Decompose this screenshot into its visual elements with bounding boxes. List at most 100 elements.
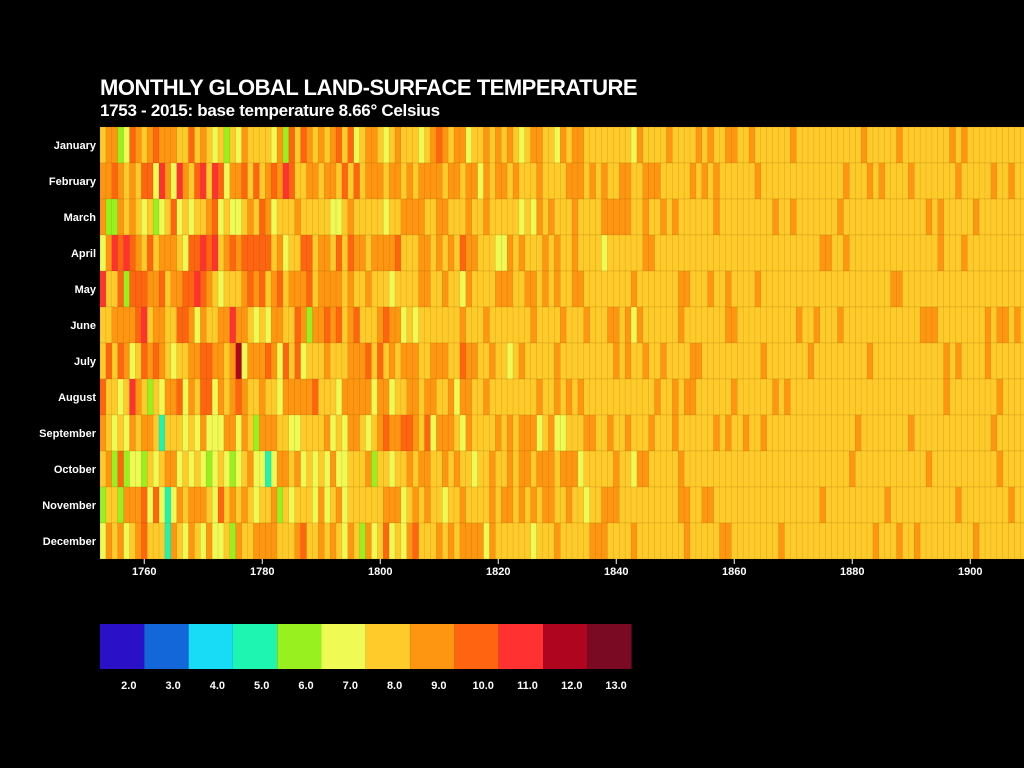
heatmap-cell	[849, 342, 856, 380]
heatmap-cell	[247, 198, 255, 236]
heatmap-cell	[512, 126, 520, 164]
heatmap-cell	[524, 486, 532, 524]
heatmap-cell	[371, 198, 378, 236]
heatmap-cell	[866, 378, 874, 416]
heatmap-cell	[719, 198, 727, 236]
heatmap-cell	[1014, 450, 1022, 488]
heatmap-cell	[341, 306, 349, 344]
heatmap-cell	[778, 486, 786, 524]
heatmap-cell	[105, 522, 113, 560]
heatmap-cell	[524, 234, 532, 272]
heatmap-cell	[636, 378, 644, 416]
heatmap-cell	[176, 198, 184, 236]
heatmap-cell	[436, 234, 443, 272]
heatmap-cell	[660, 234, 668, 272]
heatmap-cell	[554, 270, 561, 308]
heatmap-cell	[530, 486, 538, 524]
heatmap-cell	[931, 306, 939, 344]
heatmap-cell	[453, 342, 461, 380]
heatmap-cell	[536, 234, 544, 272]
heatmap-cell	[813, 450, 821, 488]
heatmap-cell	[689, 450, 697, 488]
heatmap-cell	[619, 162, 626, 200]
heatmap-cell	[259, 126, 266, 164]
heatmap-cell	[636, 198, 644, 236]
heatmap-cell	[477, 306, 485, 344]
heatmap-cell	[259, 342, 266, 380]
heatmap-cell	[560, 414, 567, 452]
heatmap-cell	[654, 486, 662, 524]
heatmap-cell	[294, 378, 302, 416]
heatmap-cell	[813, 306, 821, 344]
heatmap-cell	[548, 126, 555, 164]
heatmap-cell	[430, 342, 437, 380]
year-label: 1880	[840, 566, 864, 578]
heatmap-cell	[707, 378, 715, 416]
heatmap-cell	[908, 270, 915, 308]
heatmap-cell	[194, 450, 201, 488]
heatmap-cell	[984, 126, 992, 164]
heatmap-cell	[813, 126, 821, 164]
legend-swatch	[587, 624, 632, 669]
heatmap-cell	[501, 306, 508, 344]
heatmap-cell	[542, 162, 550, 200]
heatmap-cell	[784, 270, 791, 308]
heatmap-cell	[524, 198, 532, 236]
heatmap-cell	[164, 450, 172, 488]
heatmap-cell	[595, 414, 603, 452]
heatmap-cell	[678, 306, 685, 344]
heatmap-cell	[636, 342, 644, 380]
heatmap-cell	[495, 378, 502, 416]
heatmap-cell	[170, 378, 178, 416]
heatmap-cell	[630, 270, 638, 308]
heatmap-cell	[772, 486, 780, 524]
heatmap-cell	[571, 378, 579, 416]
heatmap-cell	[949, 234, 957, 272]
heatmap-cell	[689, 234, 697, 272]
heatmap-cell	[896, 306, 904, 344]
heatmap-cell	[453, 126, 461, 164]
heatmap-cell	[335, 306, 343, 344]
heatmap-cell	[984, 522, 992, 560]
heatmap-cell	[1008, 378, 1016, 416]
heatmap-cell	[790, 414, 797, 452]
heatmap-cell	[973, 270, 980, 308]
heatmap-cell	[501, 198, 508, 236]
heatmap-cell	[105, 450, 113, 488]
heatmap-cell	[158, 414, 166, 452]
heatmap-cell	[453, 378, 461, 416]
heatmap-cell	[270, 342, 278, 380]
heatmap-cell	[973, 414, 980, 452]
heatmap-cell	[619, 450, 626, 488]
heatmap-cell	[188, 378, 196, 416]
heatmap-cell	[778, 234, 786, 272]
heatmap-cell	[436, 198, 443, 236]
heatmap-cell	[813, 162, 821, 200]
heatmap-cell	[742, 270, 750, 308]
heatmap-cell	[276, 234, 284, 272]
heatmap-cell	[837, 126, 845, 164]
year-label: 1900	[958, 566, 982, 578]
heatmap-cell	[288, 126, 296, 164]
heatmap-cell	[217, 342, 225, 380]
heatmap-cell	[158, 522, 166, 560]
heatmap-cell	[890, 522, 898, 560]
heatmap-cell	[306, 450, 314, 488]
heatmap-cell	[707, 486, 715, 524]
heatmap-cell	[518, 522, 526, 560]
heatmap-cell	[135, 162, 142, 200]
heatmap-cell	[560, 270, 567, 308]
heatmap-cell	[217, 162, 225, 200]
heatmap-cell	[341, 198, 349, 236]
heatmap-cell	[896, 378, 904, 416]
heatmap-cell	[306, 270, 314, 308]
heatmap-cell	[412, 522, 420, 560]
heatmap-cell	[501, 378, 508, 416]
heatmap-cell	[447, 126, 455, 164]
legend-label: 3.0	[165, 680, 180, 692]
heatmap-cell	[701, 486, 709, 524]
heatmap-cell	[754, 306, 762, 344]
heatmap-cell	[141, 414, 148, 452]
heatmap-cell	[695, 522, 703, 560]
heatmap-cell	[973, 234, 980, 272]
